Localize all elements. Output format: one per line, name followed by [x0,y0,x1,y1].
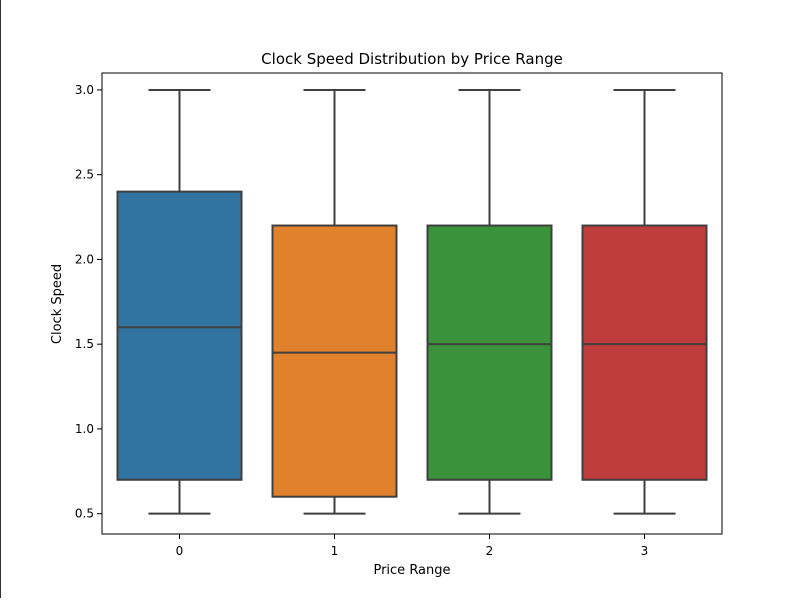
y-tick-label: 3.0 [75,83,94,97]
x-axis: 0 1 2 3 [176,534,649,558]
y-axis: 0.5 1.0 1.5 2.0 2.5 3.0 [75,83,102,521]
y-tick-label: 2.5 [75,168,94,182]
x-tick-label: 2 [486,544,494,558]
box-group-1 [271,88,398,515]
y-tick-label: 0.5 [75,507,94,521]
iqr-box [271,224,398,498]
iqr-box [581,224,708,481]
box-group-3 [581,88,708,515]
iqr-box [426,224,553,481]
x-tick-label: 3 [641,544,649,558]
plot-area [101,72,723,535]
x-tick-label: 0 [176,544,184,558]
y-tick-label: 1.0 [75,422,94,436]
chart-title: Clock Speed Distribution by Price Range [261,50,563,68]
y-tick-label: 1.5 [75,337,94,351]
box-group-0 [116,88,243,515]
iqr-box [116,190,243,481]
y-tick-label: 2.0 [75,252,94,266]
boxes [116,88,708,515]
y-axis-label: Clock Speed [50,264,65,344]
x-axis-label: Price Range [373,563,450,578]
box-group-2 [426,88,553,515]
x-tick-label: 1 [331,544,339,558]
